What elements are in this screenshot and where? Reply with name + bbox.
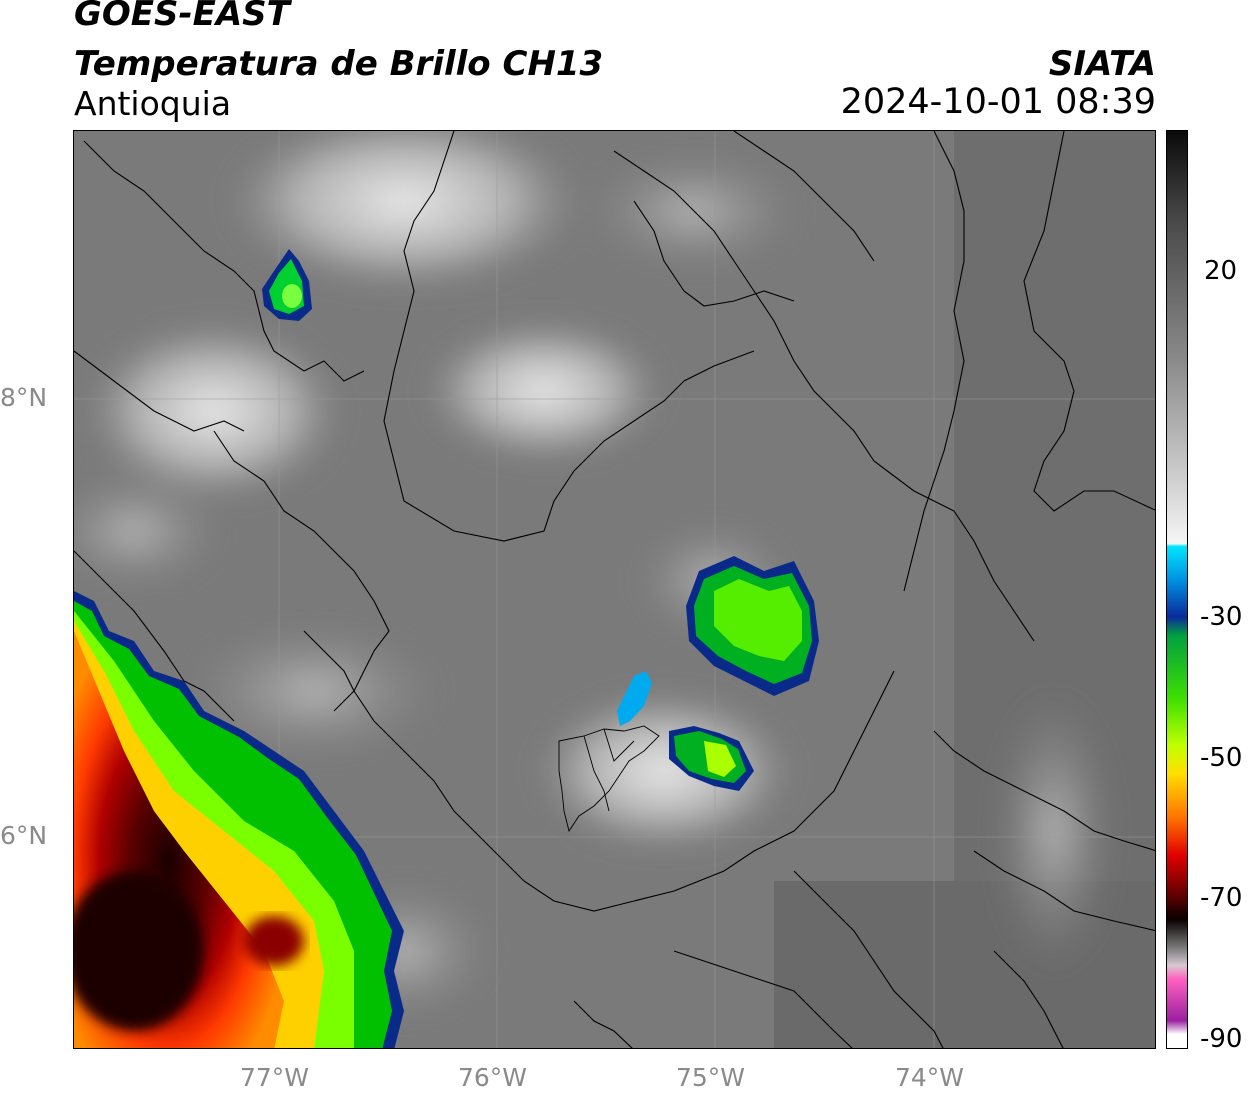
lon-tick-label: 76°W: [458, 1063, 528, 1092]
lat-tick-label: 6°N: [0, 821, 48, 850]
colorbar-tick-label: -90: [1200, 1024, 1243, 1054]
colorbar-tick-label: 20: [1204, 256, 1238, 286]
title-region: Antioquia: [74, 84, 232, 123]
colorbar-tick-label: -50: [1200, 743, 1243, 773]
title-product: Temperatura de Brillo CH13: [74, 44, 604, 84]
lon-tick-label: 75°W: [676, 1063, 746, 1092]
title-satellite: GOES-EAST: [74, 0, 290, 34]
colorbar-tick-label: -30: [1200, 602, 1243, 632]
agency-label: SIATA: [1048, 44, 1156, 84]
colorbar-gradient: [1167, 131, 1187, 1048]
convection-central: [617, 556, 819, 791]
satellite-map[interactable]: [73, 130, 1156, 1049]
colorbar-tick-label: -70: [1200, 883, 1243, 913]
datetime-label: 2024-10-01 08:39: [840, 82, 1156, 122]
lon-tick-label: 74°W: [895, 1063, 965, 1092]
convection-uraba: [262, 249, 312, 321]
boundaries: [74, 131, 1155, 1048]
convection-southwest: [74, 591, 404, 1048]
lat-tick-label: 8°N: [0, 383, 48, 412]
map-canvas: [74, 131, 1155, 1048]
municipal-outlines: [558, 725, 660, 833]
temperature-colorbar: [1166, 130, 1188, 1049]
lon-tick-label: 77°W: [240, 1063, 310, 1092]
